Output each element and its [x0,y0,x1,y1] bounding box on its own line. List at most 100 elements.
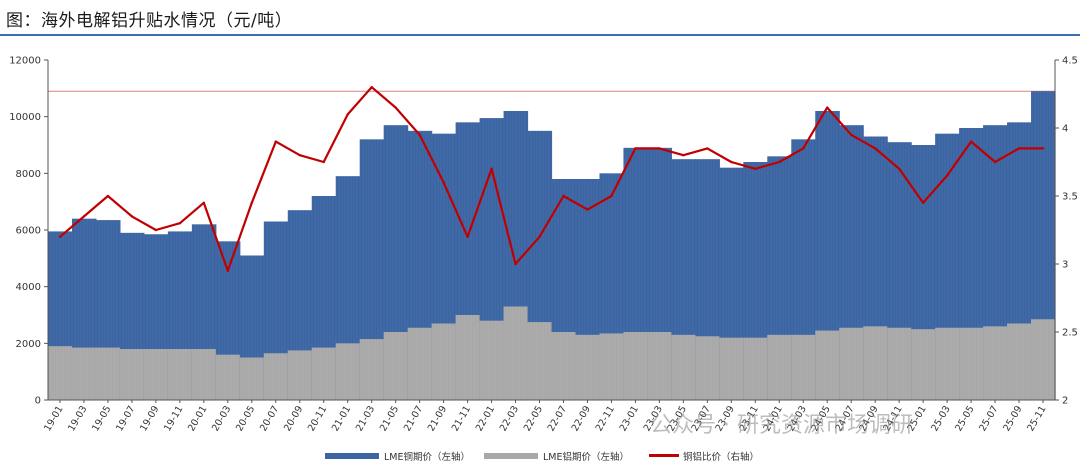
bar-aluminum [95,347,121,400]
y-right-tick-label: 3.5 [1062,192,1078,203]
ratio-point [202,201,206,204]
x-tick-label: 21-01 [330,404,353,433]
ratio-point [802,147,805,150]
ratio-point [442,181,445,184]
y-left-tick-label: 12000 [9,56,41,67]
x-tick-label: 25-07 [977,404,1000,433]
ratio-point [346,113,349,116]
bar-aluminum [359,339,385,400]
x-tick-label: 25-09 [1001,404,1024,433]
ratio-point [370,86,373,89]
ratio-point [178,222,182,225]
legend-label-aluminum: LME铝期价（左轴） [543,451,629,463]
bar-aluminum [719,337,744,400]
bar-aluminum [743,337,768,400]
x-tick-label: 19-01 [42,404,65,433]
ratio-point [658,147,661,150]
ratio-point [826,106,829,109]
ratio-point [562,194,565,198]
bar-aluminum [695,336,720,400]
ratio-point [897,167,901,170]
ratio-point [706,147,709,150]
ratio-point [778,160,781,164]
ratio-point [250,201,253,204]
ratio-point [106,194,110,198]
x-tick-label: 19-03 [66,404,89,433]
x-tick-label: 21-05 [378,404,401,433]
bar-aluminum [407,327,433,400]
y-left-tick-label: 4000 [16,282,41,293]
x-tick-label: 20-09 [282,404,305,433]
ratio-point [322,160,325,164]
bar-aluminum [863,326,888,400]
ratio-point [634,147,637,150]
y-right-tick-label: 2.5 [1062,328,1078,339]
ratio-point [514,262,517,266]
ratio-point [610,194,613,198]
ratio-point [754,167,757,170]
legend-layer: LME铜期价（左轴） LME铝期价（左轴） 铜铝比价（右轴） [325,451,759,463]
x-tick-label: 22-05 [522,404,545,433]
ratio-point [850,133,853,136]
x-tick-label: 22-03 [498,404,521,433]
x-tick-label: 22-11 [594,404,617,433]
bar-aluminum [1031,319,1056,400]
x-tick-label: 21-07 [402,404,425,433]
bar-aluminum [167,349,193,400]
x-tick-label: 22-07 [546,404,569,433]
bar-aluminum [48,346,73,400]
bar-aluminum [959,327,984,400]
ratio-point [418,133,421,136]
x-tick-label: 19-07 [114,404,137,433]
ratio-point [873,147,877,150]
bar-aluminum [623,332,649,400]
bar-aluminum [767,334,792,400]
bar-aluminum [191,349,217,400]
bar-aluminum [287,350,313,400]
x-tick-label: 21-09 [426,404,449,433]
bar-aluminum [815,330,840,400]
y-left-tick-label: 2000 [16,339,41,350]
bar-aluminum [647,332,672,400]
x-tick-label: 21-11 [450,404,473,433]
bar-aluminum [119,349,145,400]
x-tick-label: 20-05 [234,404,257,433]
legend-label-copper: LME铜期价（左轴） [384,451,470,463]
x-tick-label: 20-03 [210,404,233,433]
bar-aluminum [383,332,409,400]
ratio-point [586,208,589,211]
ratio-point [226,269,230,272]
ratio-point [1041,147,1045,150]
bar-aluminum [335,343,361,400]
legend-swatch-ratio [649,454,679,457]
ratio-line [59,86,1043,272]
x-tick-label: 25-03 [929,404,952,433]
ratio-point [921,201,925,204]
x-tick-label: 25-05 [953,404,976,433]
y-left-tick-label: 0 [35,396,41,407]
bar-aluminum [527,322,553,400]
ratio-point [682,154,685,157]
ratio-point [945,174,949,177]
bar-aluminum [71,347,97,400]
x-tick-label: 19-05 [90,404,113,433]
bar-aluminum [575,334,601,400]
x-tick-label: 19-09 [138,404,161,433]
ratio-point [82,215,86,218]
y-left-tick-label: 8000 [16,169,41,180]
y-right-tick-label: 2 [1062,396,1068,407]
bar-aluminum [1007,323,1032,400]
bars-layer [47,60,1056,401]
bar-aluminum [887,327,912,400]
bar-aluminum [143,349,169,400]
ratio-point [730,160,733,164]
x-tick-label: 23-01 [618,404,641,433]
ratio-point [154,228,158,232]
ratio-point [274,140,277,143]
ratio-point [1017,147,1021,150]
bar-aluminum [479,320,505,400]
ratio-point [538,235,541,238]
x-tick-label: 20-11 [306,404,329,433]
ratio-point [969,140,973,143]
